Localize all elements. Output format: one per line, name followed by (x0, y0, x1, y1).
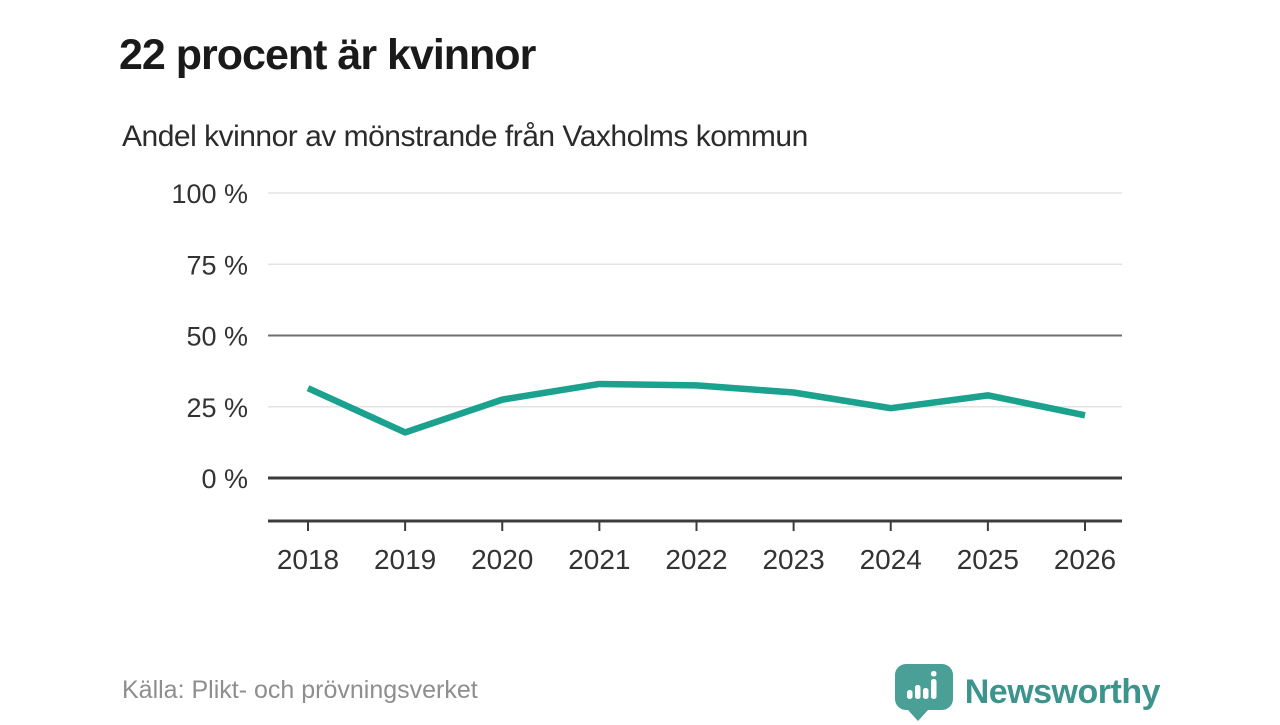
y-tick-label: 50 % (186, 322, 248, 352)
page-title: 22 procent är kvinnor (119, 30, 536, 79)
brand-wordmark: Newsworthy (964, 673, 1161, 711)
source-text: Källa: Plikt- och prövningsverket (122, 676, 478, 704)
y-tick-label: 0 % (201, 464, 248, 494)
x-tick-label: 2024 (860, 544, 922, 575)
newsworthy-bubble-chart-icon (893, 663, 955, 721)
x-tick-label: 2020 (471, 544, 533, 575)
x-tick-label: 2019 (374, 544, 436, 575)
y-tick-label: 100 % (171, 179, 248, 209)
x-tick-label: 2025 (957, 544, 1019, 575)
x-tick-label: 2026 (1054, 544, 1116, 575)
data-line-series (306, 380, 1086, 436)
x-tick-label: 2022 (665, 544, 727, 575)
x-tick-label: 2018 (277, 544, 339, 575)
x-tick-label: 2021 (568, 544, 630, 575)
y-tick-label: 75 % (186, 250, 248, 280)
y-tick-label: 25 % (186, 393, 248, 423)
chart-subtitle: Andel kvinnor av mönstrande från Vaxholm… (122, 120, 808, 153)
brand-logo: Newsworthy (893, 663, 1161, 721)
x-tick-label: 2023 (762, 544, 824, 575)
